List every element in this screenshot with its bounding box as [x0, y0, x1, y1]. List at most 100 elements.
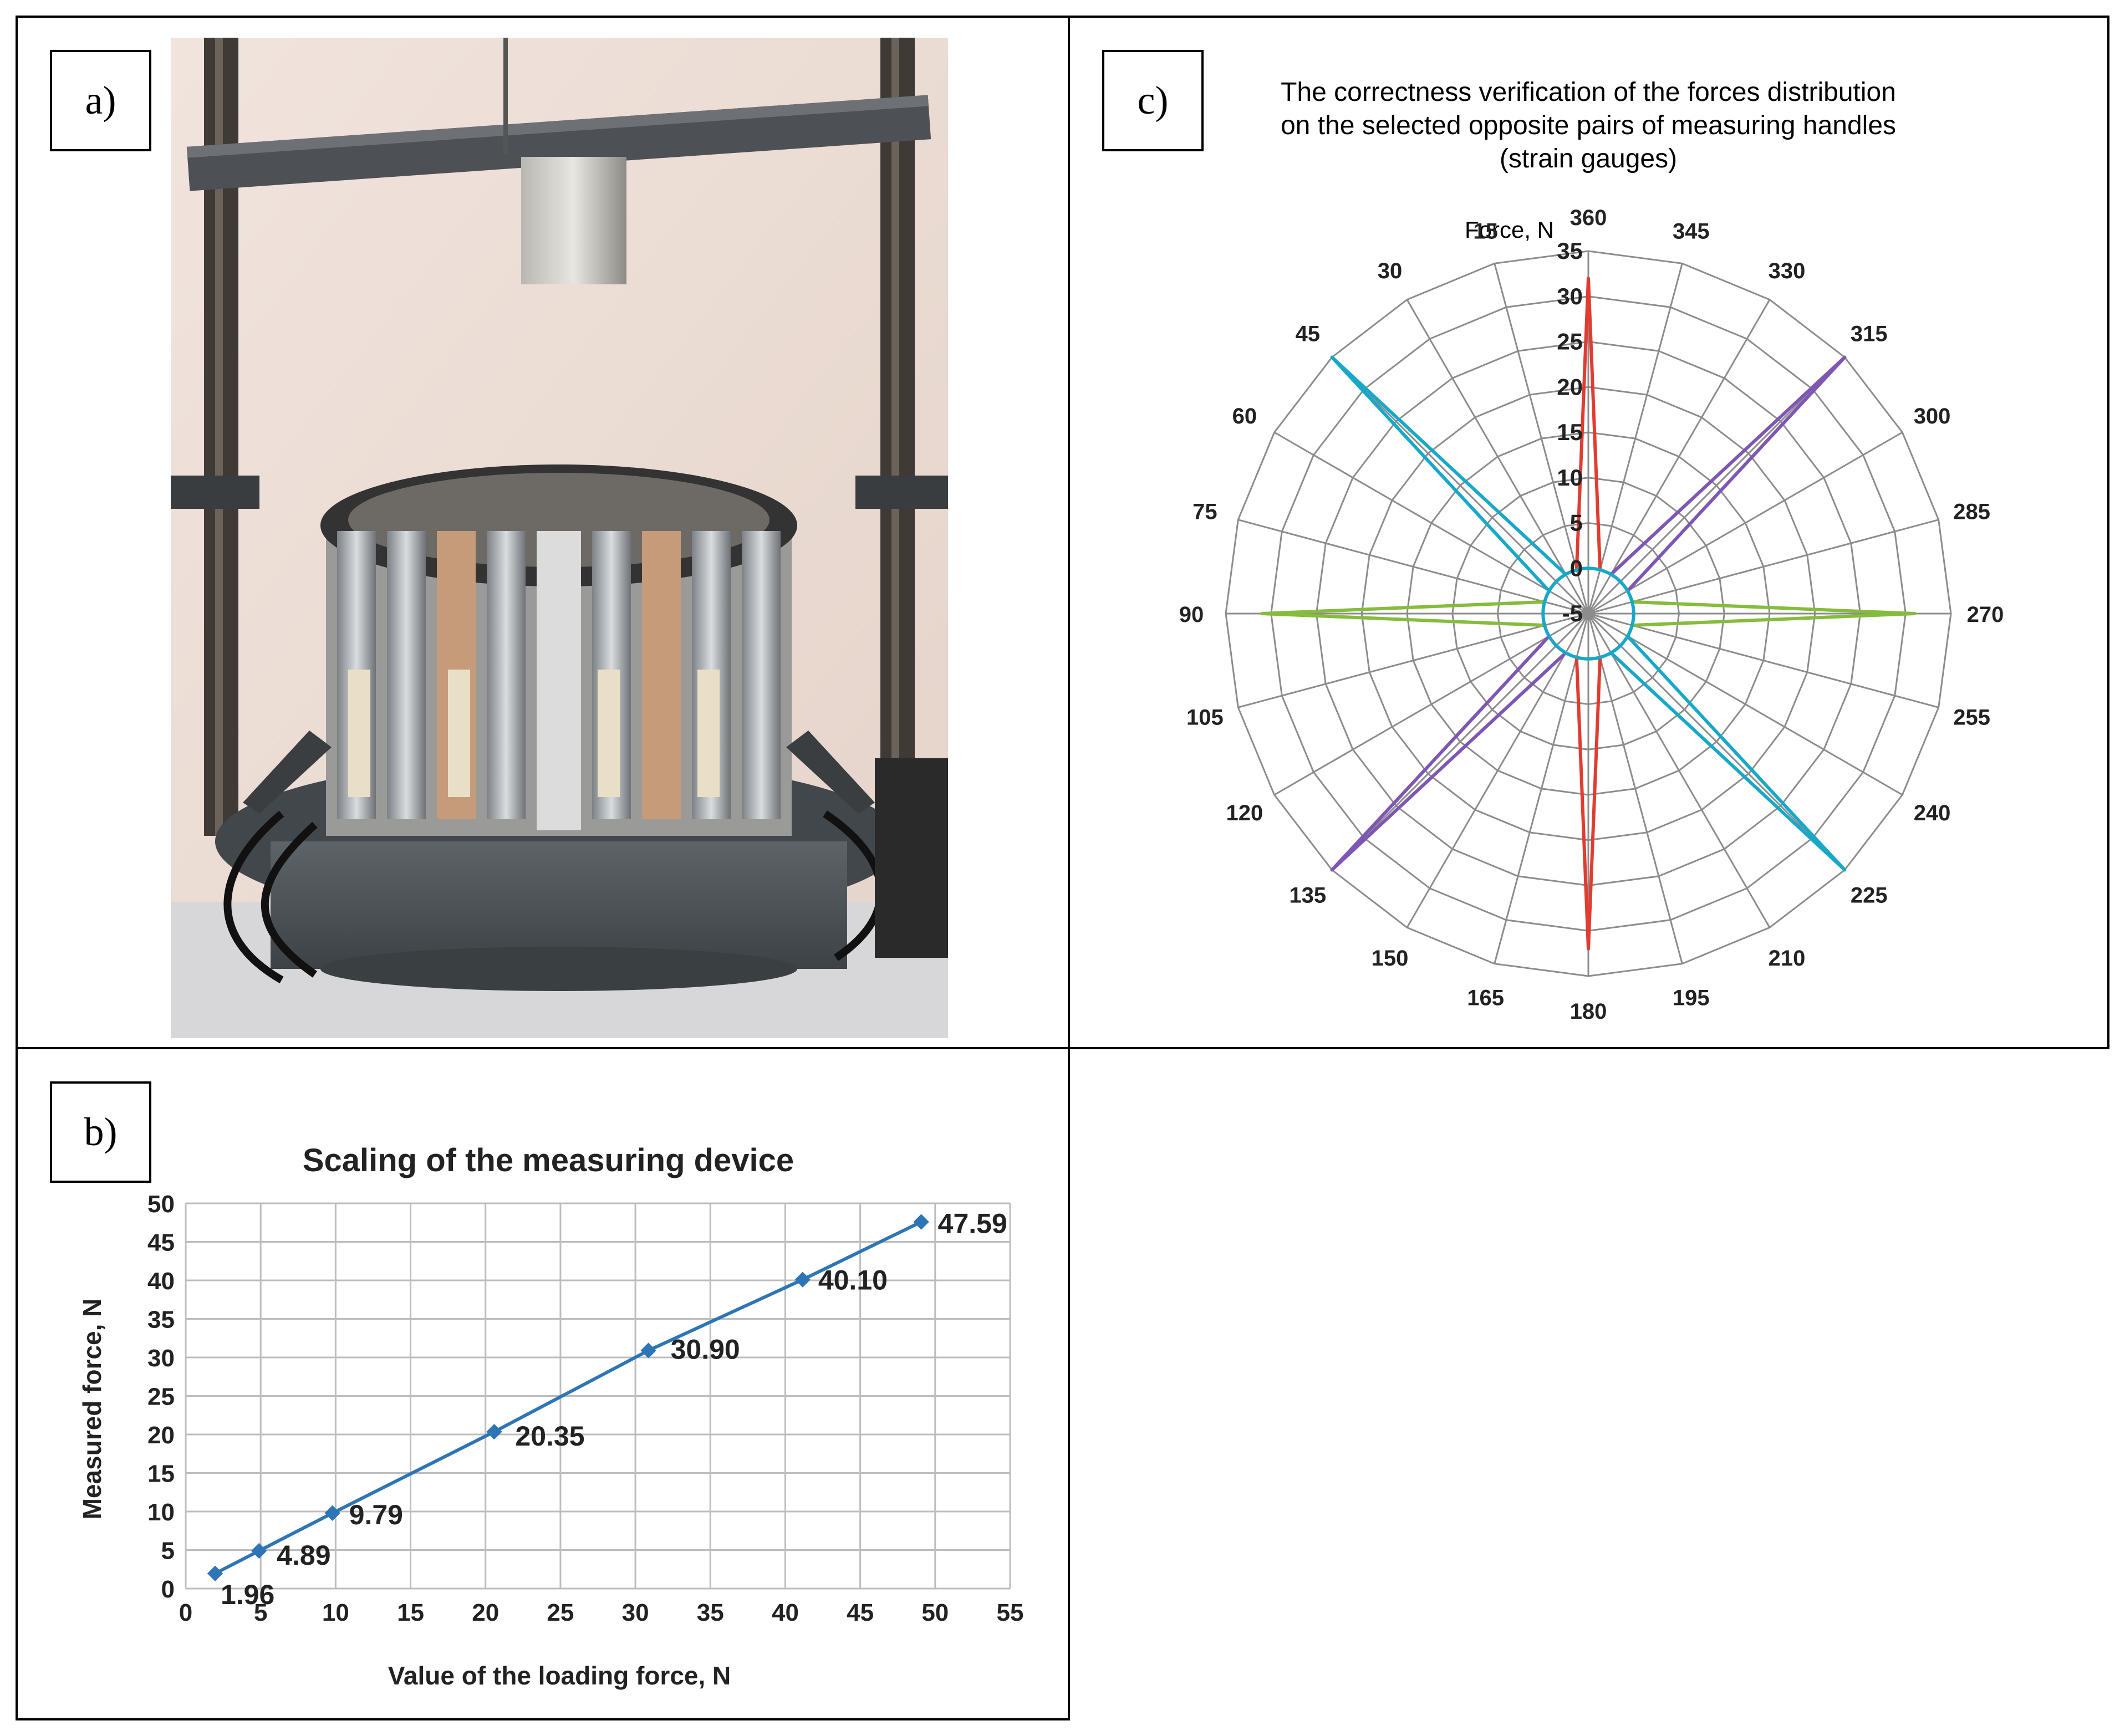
y-tick-label: 35 — [147, 1306, 175, 1334]
angle-label: 195 — [1673, 986, 1710, 1010]
radar-spoke — [1331, 356, 1589, 615]
data-label: 4.89 — [277, 1540, 330, 1571]
y-tick-label: 15 — [147, 1461, 175, 1488]
radial-tick-label: 30 — [1557, 283, 1583, 309]
radar-series-spike — [1574, 657, 1602, 951]
radar-baseline — [1541, 566, 1635, 661]
x-tick-label: 5 — [254, 1599, 267, 1626]
radar-spoke — [1273, 612, 1589, 796]
radial-tick-label: 15 — [1557, 419, 1583, 445]
panel-c: c) The correctness verification of the f… — [1068, 16, 2109, 1049]
angle-label: 105 — [1186, 705, 1224, 729]
angle-label: 60 — [1232, 404, 1257, 428]
radar-spoke — [1588, 612, 1903, 796]
angle-label: 255 — [1953, 705, 1990, 729]
line-chart: Scaling of the measuring device Value of… — [78, 1142, 1024, 1690]
angle-label: 135 — [1289, 883, 1326, 907]
angle-label: 225 — [1851, 883, 1888, 907]
x-tick-label: 55 — [997, 1599, 1024, 1626]
radar-series-spike — [1609, 355, 1847, 593]
radial-tick-label: -5 — [1562, 600, 1583, 626]
line-chart-title: Scaling of the measuring device — [303, 1142, 794, 1178]
angle-label: 75 — [1193, 500, 1217, 524]
angle-label: 210 — [1769, 946, 1806, 971]
y-tick-label: 45 — [147, 1229, 175, 1257]
radar-spoke — [1587, 613, 1683, 964]
radar-spoke — [1406, 299, 1589, 614]
y-tick-label: 20 — [147, 1422, 175, 1449]
x-axis-label: Value of the loading force, N — [388, 1661, 731, 1690]
angle-label: 330 — [1769, 259, 1806, 283]
empty-area — [1070, 1049, 2109, 1720]
data-label: 20.35 — [515, 1421, 584, 1452]
y-tick-label: 30 — [147, 1345, 175, 1372]
radar-series-spike — [1632, 600, 1917, 627]
radar-axis-label: Force, N — [1465, 217, 1554, 243]
measuring-device-photo — [171, 38, 948, 1038]
radar-chart: The correctness verification of the forc… — [1179, 78, 2004, 1024]
x-tick-label: 0 — [179, 1599, 192, 1626]
x-tick-label: 25 — [547, 1599, 574, 1626]
radar-title-line-2: on the selected opposite pairs of measur… — [1281, 111, 1896, 140]
angle-label: 270 — [1967, 603, 2004, 627]
angle-label: 360 — [1570, 206, 1607, 230]
angle-label: 165 — [1467, 986, 1504, 1010]
radar-spoke — [1587, 263, 1683, 614]
x-tick-label: 40 — [772, 1599, 799, 1626]
radial-tick-label: 20 — [1557, 374, 1583, 400]
panel-b: b) Scaling of the measuring device Value… — [16, 1047, 1070, 1720]
x-tick-label: 20 — [472, 1599, 499, 1626]
panel-c-label: c) — [1102, 50, 1204, 151]
radar-series-spike — [1330, 355, 1567, 593]
x-tick-label: 35 — [697, 1599, 724, 1626]
radar-series-spike — [1330, 635, 1567, 872]
radar-spoke — [1494, 613, 1589, 964]
radial-tick-label: 0 — [1570, 555, 1583, 581]
y-tick-label: 0 — [161, 1576, 175, 1603]
data-point — [640, 1342, 656, 1359]
angle-label: 240 — [1914, 801, 1951, 825]
radar-title-line-1: The correctness verification of the forc… — [1281, 78, 1896, 107]
panel-b-label: b) — [50, 1081, 151, 1183]
data-label: 47.59 — [938, 1208, 1007, 1239]
data-label: 9.79 — [349, 1499, 403, 1530]
series-line — [214, 1220, 922, 1575]
radar-spoke — [1587, 612, 1846, 871]
radar-spoke — [1588, 431, 1903, 615]
data-label: 1.96 — [221, 1579, 274, 1610]
angle-label: 315 — [1851, 322, 1888, 346]
radial-tick-label: 5 — [1570, 510, 1583, 536]
angle-label: 30 — [1378, 259, 1403, 283]
radar-series-spike — [1574, 277, 1602, 570]
data-point — [794, 1272, 811, 1288]
x-tick-label: 15 — [397, 1599, 424, 1626]
panel-a-label: a) — [50, 50, 151, 151]
radar-spoke — [1588, 519, 1939, 615]
radar-series-spike — [1609, 635, 1847, 872]
y-tick-label: 5 — [161, 1538, 175, 1565]
data-point — [324, 1505, 340, 1521]
data-point — [486, 1423, 502, 1440]
angle-label: 345 — [1673, 219, 1710, 243]
y-tick-label: 25 — [147, 1383, 175, 1411]
data-point — [913, 1214, 929, 1230]
panel-a: a) — [16, 16, 1070, 1049]
radial-tick-label: 25 — [1557, 329, 1583, 355]
radar-spoke — [1237, 519, 1589, 615]
radar-spoke — [1587, 299, 1771, 614]
x-tick-label: 50 — [921, 1599, 949, 1626]
data-label: 30.90 — [671, 1334, 740, 1365]
radar-spoke — [1406, 613, 1589, 928]
y-axis-label: Measured force, N — [78, 1299, 106, 1520]
radar-spoke — [1331, 612, 1589, 871]
angle-label: 150 — [1372, 946, 1409, 971]
y-tick-label: 40 — [147, 1268, 175, 1295]
angle-label: 285 — [1953, 500, 1990, 524]
radar-spoke — [1494, 263, 1589, 614]
radial-tick-label: 35 — [1557, 238, 1583, 264]
data-label: 40.10 — [818, 1265, 888, 1296]
radar-spoke — [1587, 356, 1846, 615]
y-tick-label: 10 — [147, 1499, 175, 1526]
angle-label: 300 — [1914, 404, 1951, 428]
x-tick-label: 45 — [847, 1599, 874, 1626]
